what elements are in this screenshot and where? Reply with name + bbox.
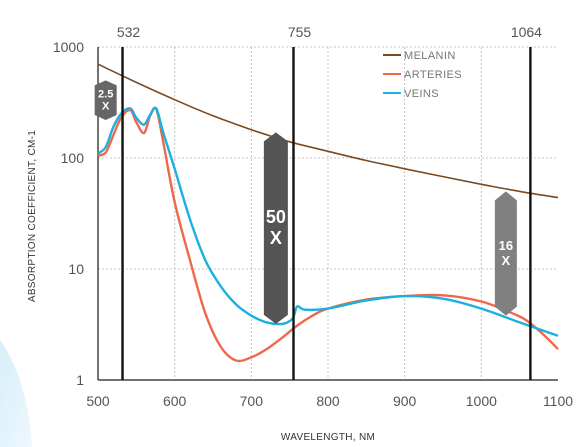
legend-label-veins: VEINS [404,88,439,100]
legend-label-arteries: ARTERIES [404,69,462,81]
y-axis-title: ABSORPTION COEFFICIENT, CM-1 [27,130,38,302]
ratio-badge-value: 50 [266,207,286,227]
tick-labels: 500 600 700 800 900 1000 1100 1 10 100 1000 [53,39,573,409]
series-line-veins [97,106,559,337]
ratio-badge [94,80,117,120]
x-tick-label: 500 [86,393,110,409]
x-tick-label: 800 [316,393,340,409]
y-tick-label: 1 [76,372,84,388]
series-lines [97,63,559,363]
wavelength-markers: 532 755 1064 [117,24,542,380]
y-tick-label: 10 [68,261,84,277]
x-tick-label: 1100 [543,393,573,409]
ratio-badge-multiplier: X [502,253,511,268]
x-tick-label: 700 [240,393,264,409]
ratio-badge [494,191,517,316]
ratio-badge [263,132,288,324]
x-tick-label: 1000 [466,393,497,409]
x-axis-title: WAVELENGTH, NM [281,432,375,443]
ratio-badge-multiplier: X [270,228,282,248]
y-tick-label: 1000 [53,39,84,55]
marker-label-1064: 1064 [511,24,542,40]
marker-label-532: 532 [117,24,141,40]
series-line-arteries [97,106,559,363]
series-line-melanin [97,63,559,199]
grid [98,47,558,380]
y-tick-label: 100 [61,150,85,166]
legend-label-melanin: MELANIN [404,50,456,62]
marker-label-755: 755 [288,24,312,40]
ratio-badge-multiplier: X [102,101,110,113]
ratio-badge-value: 16 [499,238,513,253]
x-tick-label: 900 [393,393,417,409]
legend: MELANIN ARTERIES VEINS [383,50,462,100]
x-tick-label: 600 [163,393,187,409]
ratio-badge-value: 2.5 [98,88,113,100]
